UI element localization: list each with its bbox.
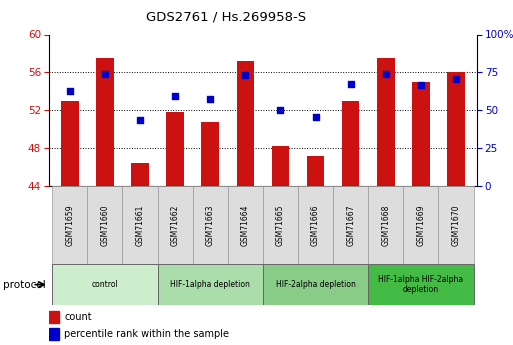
Text: GSM71666: GSM71666 — [311, 204, 320, 246]
Point — [347, 81, 355, 87]
Bar — [49, 328, 59, 340]
Point — [452, 76, 460, 82]
Bar — [298, 186, 333, 264]
Bar — [157, 186, 193, 264]
Point — [382, 71, 390, 77]
Point — [171, 93, 179, 99]
Bar — [166, 112, 184, 186]
Text: GSM71659: GSM71659 — [65, 204, 74, 246]
Bar — [342, 101, 360, 186]
Bar — [439, 186, 473, 264]
Point — [241, 72, 249, 78]
Point — [101, 71, 109, 77]
Bar — [123, 186, 157, 264]
Text: protocol: protocol — [3, 280, 45, 289]
Text: count: count — [64, 312, 92, 322]
Point — [277, 108, 285, 113]
Bar — [52, 186, 87, 264]
Bar — [193, 186, 228, 264]
Bar — [368, 264, 473, 305]
Bar — [202, 122, 219, 186]
Text: GDS2761 / Hs.269958-S: GDS2761 / Hs.269958-S — [146, 10, 306, 23]
Text: GSM71667: GSM71667 — [346, 204, 355, 246]
Text: HIF-1alpha depletion: HIF-1alpha depletion — [170, 280, 250, 289]
Bar — [157, 264, 263, 305]
Text: GSM71663: GSM71663 — [206, 204, 215, 246]
Text: GSM71665: GSM71665 — [276, 204, 285, 246]
Text: GSM71662: GSM71662 — [171, 205, 180, 246]
Bar — [228, 186, 263, 264]
Bar — [412, 82, 430, 186]
Bar — [96, 58, 114, 186]
Point — [136, 117, 144, 122]
Bar — [263, 264, 368, 305]
Text: GSM71670: GSM71670 — [451, 204, 461, 246]
Bar — [403, 186, 439, 264]
Bar — [49, 310, 59, 323]
Bar — [447, 72, 465, 186]
Text: GSM71661: GSM71661 — [135, 205, 145, 246]
Bar — [87, 186, 123, 264]
Point — [311, 114, 320, 120]
Text: GSM71664: GSM71664 — [241, 204, 250, 246]
Bar — [52, 264, 157, 305]
Text: GSM71660: GSM71660 — [101, 204, 109, 246]
Bar — [236, 61, 254, 186]
Point — [417, 82, 425, 88]
Bar — [333, 186, 368, 264]
Text: HIF-2alpha depletion: HIF-2alpha depletion — [275, 280, 356, 289]
Text: percentile rank within the sample: percentile rank within the sample — [64, 329, 229, 339]
Bar — [61, 101, 78, 186]
Text: control: control — [91, 280, 119, 289]
Text: HIF-1alpha HIF-2alpha
depletion: HIF-1alpha HIF-2alpha depletion — [379, 275, 463, 294]
Bar — [272, 146, 289, 186]
Bar — [368, 186, 403, 264]
Bar — [263, 186, 298, 264]
Bar — [377, 58, 394, 186]
Point — [66, 89, 74, 94]
Point — [206, 96, 214, 102]
Bar — [131, 162, 149, 186]
Bar — [307, 156, 324, 186]
Text: GSM71669: GSM71669 — [417, 204, 425, 246]
Text: GSM71668: GSM71668 — [381, 205, 390, 246]
